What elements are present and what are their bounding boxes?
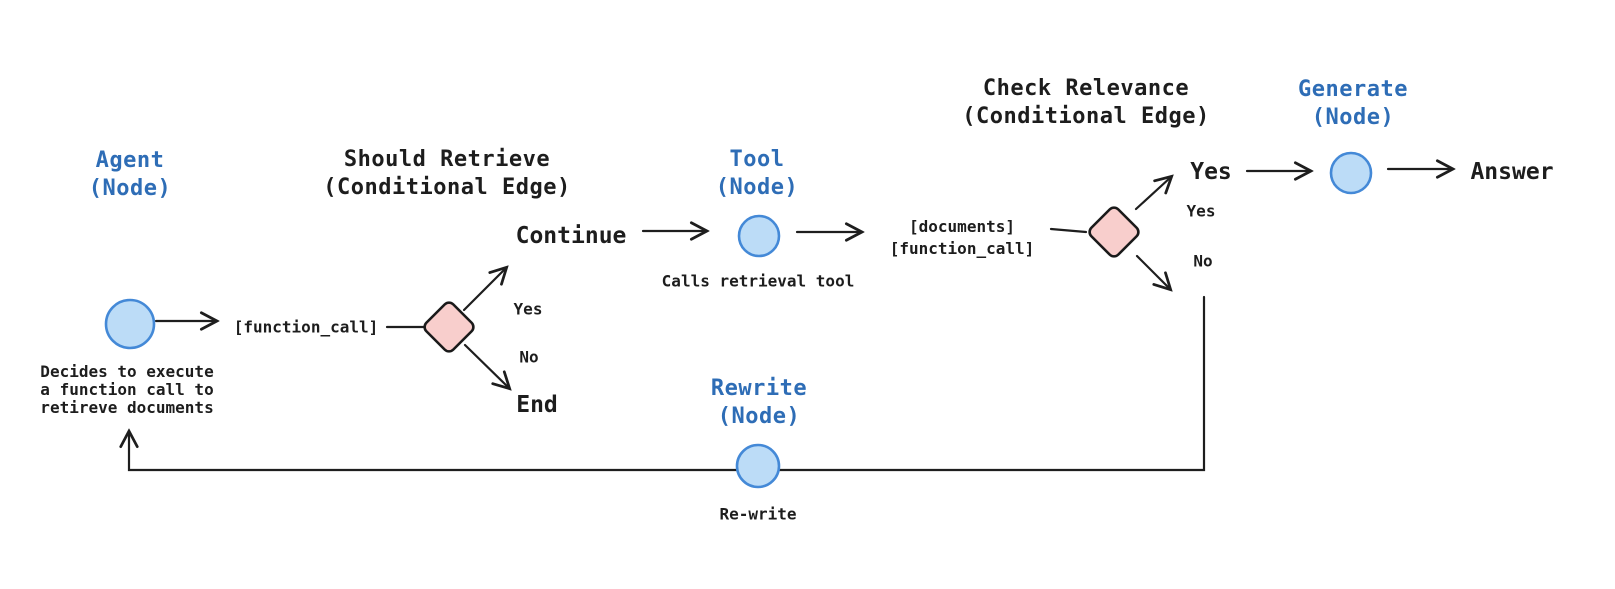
function-call-annotation: [function_call] [233,317,379,337]
check-relevance-yes-label: Yes [1186,201,1216,221]
rewrite-node-title: Rewrite (Node) [710,376,808,429]
generate-node-circle [1329,151,1373,195]
generate-node-title: Generate (Node) [1298,77,1408,130]
documents-annotation: [documents] [function_call] [889,217,1035,258]
arrow-check-relevance-yes [1134,177,1171,211]
should-retrieve-title: Should Retrieve (Conditional Edge) [323,147,571,200]
arrow-should-retrieve-no [463,343,509,388]
answer-label: Answer [1470,159,1554,185]
should-retrieve-yes-label: Yes [513,299,543,319]
continue-outcome-label: Continue [515,223,627,249]
agent-node-caption: Decides to execute a function call to re… [40,362,214,417]
should-retrieve-diamond [423,301,475,353]
connector-documents-to-diamond [1049,227,1088,234]
arrow-check-relevance-no [1135,254,1170,289]
rewrite-node-caption: Re-write [719,504,797,524]
agent-node-title: Agent (Node) [88,148,172,201]
check-relevance-no-label: No [1193,251,1213,271]
tool-node-title: Tool (Node) [715,147,799,200]
rewrite-node-circle [735,443,781,489]
yes-outcome-label: Yes [1190,159,1232,185]
arrow-should-retrieve-yes [462,268,506,312]
check-relevance-title: Check Relevance (Conditional Edge) [962,76,1210,129]
check-relevance-diamond [1088,206,1140,258]
agent-node-circle [104,298,156,350]
tool-node-circle [737,214,781,258]
end-outcome-label: End [516,392,558,418]
tool-node-caption: Calls retrieval tool [661,271,855,291]
loop-rewrite-to-agent-line [129,295,1206,472]
should-retrieve-no-label: No [519,347,539,367]
